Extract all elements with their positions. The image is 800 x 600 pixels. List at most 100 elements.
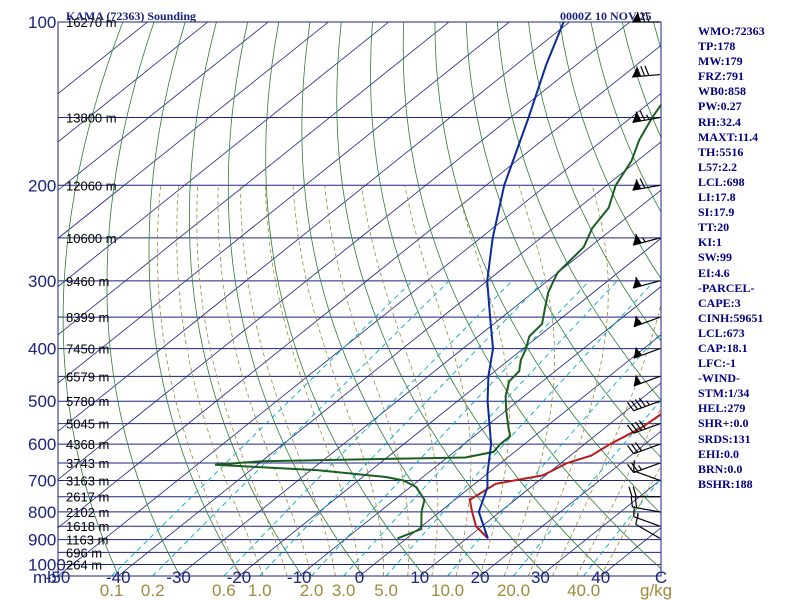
wind-barb-staff <box>633 423 661 434</box>
moist-adiabat-line <box>456 185 510 576</box>
wind-barb-staff <box>633 400 661 412</box>
wind-barb-staff <box>633 443 661 455</box>
y-axis-unit-label: mb <box>33 568 57 587</box>
index-item: L57:2.2 <box>698 159 737 174</box>
index-item: HEL:279 <box>698 401 746 416</box>
wind-barb-pennant <box>632 111 641 123</box>
wind-barb <box>632 276 661 289</box>
temperature-tick-label: 10 <box>410 568 429 587</box>
wind-barb-staff <box>635 523 661 539</box>
index-item: TT:20 <box>698 220 730 235</box>
wind-barb <box>632 110 661 123</box>
dry-adiabat-line <box>62 22 124 576</box>
temperature-tick-label: -10 <box>287 568 312 587</box>
index-item: WMO:72363 <box>698 24 765 38</box>
background-grid <box>57 21 662 577</box>
plot-frame <box>57 21 662 577</box>
wind-barb-staff <box>632 506 661 513</box>
wind-barb-flag <box>641 11 646 23</box>
height-label: 4368 m <box>66 437 109 452</box>
index-item: TP:178 <box>698 39 736 54</box>
index-item: LFC:-1 <box>698 356 736 371</box>
temperature-tick-label: 0 <box>355 568 364 587</box>
dry-adiabat-line <box>496 22 661 401</box>
wind-barb-flag <box>635 276 642 287</box>
wind-barb-flag <box>634 497 638 508</box>
wind-barb-flag <box>638 397 647 407</box>
mixing-ratio-tick-label: 40.0 <box>567 581 600 600</box>
wind-barb <box>626 462 661 474</box>
dry-adiabat-line <box>465 22 661 459</box>
isotherm-line <box>58 22 570 432</box>
mixing-ratio-tick-label: 5.0 <box>374 581 398 600</box>
index-item: WB0:858 <box>698 84 746 99</box>
pressure-tick-label: 600 <box>28 435 56 454</box>
index-item: BSHR:188 <box>698 476 753 491</box>
mixing-ratio-tick-label: 3.0 <box>332 581 356 600</box>
wind-barb-staff <box>633 516 661 527</box>
wind-barb-half-flag <box>637 319 643 325</box>
isotherm-line <box>359 334 661 576</box>
height-label: 2102 m <box>66 505 109 520</box>
mixing-ratio-line <box>583 477 661 576</box>
height-label: 3163 m <box>66 473 109 488</box>
wind-barb-staff <box>633 470 661 482</box>
isotherm-line <box>479 430 661 576</box>
wind-barb-flag <box>644 65 650 76</box>
mixing-ratio-tick-label: 0.2 <box>141 581 165 600</box>
isotherm-line <box>58 22 450 336</box>
dry-adiabat-line <box>148 22 242 576</box>
series-line-dewpoint <box>215 103 661 540</box>
dry-adiabat-line <box>528 22 661 342</box>
moist-adiabat-line <box>324 185 410 576</box>
mixing-ratio-line <box>111 280 413 576</box>
index-item: -PARCEL- <box>698 280 755 295</box>
temperature-tick-label: 40 <box>591 568 610 587</box>
index-item: TH:5516 <box>698 144 744 159</box>
isotherm-line <box>298 286 661 576</box>
moist-adiabat-line <box>217 185 312 576</box>
height-label: 8399 m <box>66 310 109 325</box>
index-item: LCL:698 <box>698 174 745 189</box>
mixing-ratio-unit-label: g/kg <box>640 581 672 600</box>
wind-barb-pennant <box>632 179 641 191</box>
pressure-tick-label: 100 <box>28 13 56 32</box>
moist-adiabat-line <box>552 302 661 576</box>
moist-adiabat-line <box>503 185 555 576</box>
isotherm-line <box>58 22 389 288</box>
wind-barb-staff <box>632 73 661 78</box>
pressure-tick-label: 900 <box>28 531 56 550</box>
pressure-tick-label: 700 <box>28 471 56 490</box>
isotherm-line <box>58 93 661 576</box>
index-item: SI:17.9 <box>698 205 735 220</box>
wind-barb-half-flag <box>637 465 643 471</box>
sounding-indices-panel: WMO:72363 TP:178 MW:179 FRZ:791 WB0:858 PW:0.… <box>698 24 798 492</box>
dry-adiabat-line <box>336 22 548 576</box>
index-item: EI:4.6 <box>698 265 730 280</box>
isotherm-line <box>58 22 510 384</box>
height-label: 13800 m <box>66 111 117 126</box>
chart-title-right: 0000Z 10 NOV 25 <box>560 9 651 23</box>
temperature-tick-label: -30 <box>166 568 191 587</box>
moist-adiabat-line <box>176 185 264 576</box>
wind-barb-flag <box>630 462 639 472</box>
wind-barb-staff <box>632 280 661 289</box>
wind-barb-flag <box>634 442 643 452</box>
moist-adiabat-line <box>600 465 661 576</box>
wind-barb <box>626 397 661 412</box>
dry-adiabat-line <box>301 22 486 576</box>
wind-barb-flag <box>639 110 646 121</box>
index-item: LCL:673 <box>698 325 745 340</box>
wind-barb-flag <box>640 65 646 77</box>
wind-barb-flag <box>634 399 643 409</box>
wind-barb-pennant <box>633 346 642 359</box>
dry-adiabat-line <box>370 22 609 576</box>
wind-barb-half-flag <box>646 114 650 120</box>
dry-adiabat-line <box>434 22 661 515</box>
dry-adiabat-line <box>227 22 364 576</box>
wind-barb <box>630 496 661 513</box>
wind-barb-flag <box>626 424 635 434</box>
wind-barb-flag <box>636 11 641 23</box>
index-item: MAXT:11.4 <box>698 129 759 144</box>
